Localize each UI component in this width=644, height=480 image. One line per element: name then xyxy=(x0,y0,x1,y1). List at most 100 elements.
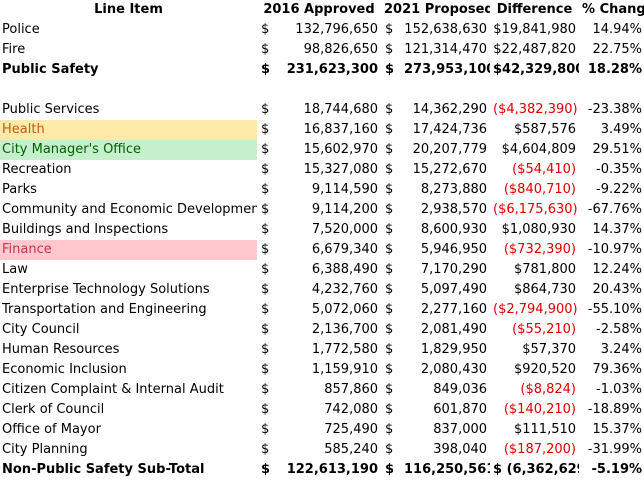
difference-cell[interactable]: ($2,794,900) xyxy=(493,302,578,317)
difference-cell[interactable]: $920,520 xyxy=(513,362,577,377)
proposed-2021-cell[interactable]: 15,272,670 xyxy=(412,162,488,177)
approved-2016-cell[interactable]: 122,613,190 xyxy=(286,462,379,477)
pct-change-cell[interactable]: -55.10% xyxy=(587,302,643,317)
currency-symbol-cell[interactable]: $ xyxy=(261,302,270,317)
approved-2016-cell[interactable]: 857,860 xyxy=(324,382,379,397)
proposed-2021-cell[interactable]: 2,277,160 xyxy=(420,302,488,317)
approved-2016-cell[interactable]: 585,240 xyxy=(324,442,379,457)
approved-2016-cell[interactable]: 6,679,340 xyxy=(311,242,379,257)
pct-change-cell[interactable]: -18.89% xyxy=(587,402,643,417)
line-item-cell[interactable]: Transportation and Engineering xyxy=(2,302,207,317)
empty-cell[interactable] xyxy=(579,80,644,100)
currency-symbol-cell[interactable]: $ xyxy=(261,162,270,177)
approved-2016-cell[interactable]: 725,490 xyxy=(324,422,379,437)
difference-cell[interactable]: ($55,210) xyxy=(512,322,577,337)
line-item-cell[interactable]: Health xyxy=(0,120,257,140)
line-item-cell[interactable]: Office of Mayor xyxy=(2,422,101,437)
currency-symbol-cell[interactable]: $ xyxy=(385,362,394,377)
line-item-cell[interactable]: City Planning xyxy=(2,442,88,457)
proposed-2021-cell[interactable]: 273,953,100 xyxy=(404,62,491,77)
line-item-cell[interactable]: City Council xyxy=(2,322,80,337)
empty-cell[interactable] xyxy=(490,80,579,100)
approved-2016-cell[interactable]: 231,623,300 xyxy=(286,62,379,77)
currency-symbol-cell[interactable]: $ xyxy=(385,322,394,337)
line-item-cell[interactable]: Finance xyxy=(0,240,257,260)
currency-symbol-cell[interactable]: $ xyxy=(261,242,270,257)
header-difference[interactable]: Difference xyxy=(496,2,573,17)
currency-symbol-cell[interactable]: $ xyxy=(261,462,271,477)
difference-cell[interactable]: $57,370 xyxy=(522,342,577,357)
difference-cell[interactable]: $781,800 xyxy=(513,262,577,277)
approved-2016-cell[interactable]: 132,796,650 xyxy=(295,22,379,37)
pct-change-cell[interactable]: -9.22% xyxy=(596,182,643,197)
currency-symbol-cell[interactable]: $ xyxy=(385,122,394,137)
currency-symbol-cell[interactable]: $ xyxy=(261,62,271,77)
currency-symbol-cell[interactable]: $ xyxy=(385,422,394,437)
line-item-cell[interactable]: Fire xyxy=(2,42,26,57)
line-item-cell[interactable]: Economic Inclusion xyxy=(2,362,127,377)
proposed-2021-cell[interactable]: 17,424,736 xyxy=(412,122,488,137)
currency-symbol-cell[interactable]: $ xyxy=(385,342,394,357)
pct-change-cell[interactable]: 14.94% xyxy=(592,22,643,37)
currency-symbol-cell[interactable]: $ xyxy=(261,382,270,397)
currency-symbol-cell[interactable]: $ xyxy=(261,362,270,377)
line-item-cell[interactable]: City Manager's Office xyxy=(0,140,257,160)
proposed-2021-cell[interactable]: 5,097,490 xyxy=(420,282,488,297)
approved-2016-cell[interactable]: 9,114,200 xyxy=(311,202,379,217)
proposed-2021-cell[interactable]: 2,938,570 xyxy=(420,202,488,217)
currency-symbol-cell[interactable]: $ xyxy=(261,262,270,277)
currency-symbol-cell[interactable]: $ xyxy=(385,222,394,237)
currency-symbol-cell[interactable]: $ xyxy=(385,202,394,217)
difference-cell[interactable]: ($840,710) xyxy=(503,182,577,197)
header-line-item[interactable]: Line Item xyxy=(94,2,163,17)
proposed-2021-cell[interactable]: 1,829,950 xyxy=(420,342,488,357)
pct-change-cell[interactable]: 18.28% xyxy=(587,62,643,77)
proposed-2021-cell[interactable]: 5,946,950 xyxy=(420,242,488,257)
approved-2016-cell[interactable]: 4,232,760 xyxy=(311,282,379,297)
pct-change-cell[interactable]: -23.38% xyxy=(587,102,643,117)
approved-2016-cell[interactable]: 9,114,590 xyxy=(311,182,379,197)
difference-cell[interactable]: ($54,410) xyxy=(512,162,577,177)
currency-symbol-cell[interactable]: $ xyxy=(261,142,270,157)
currency-symbol-cell[interactable]: $ xyxy=(261,22,270,37)
difference-cell[interactable]: ($6,175,630) xyxy=(493,202,578,217)
proposed-2021-cell[interactable]: 2,080,430 xyxy=(420,362,488,377)
difference-cell[interactable]: $19,841,980 xyxy=(493,22,577,37)
proposed-2021-cell[interactable]: 8,273,880 xyxy=(420,182,488,197)
approved-2016-cell[interactable]: 15,602,970 xyxy=(303,142,379,157)
line-item-cell[interactable]: Human Resources xyxy=(2,342,120,357)
pct-change-cell[interactable]: 20.43% xyxy=(592,282,643,297)
pct-change-cell[interactable]: -10.97% xyxy=(587,242,643,257)
proposed-2021-cell[interactable]: 152,638,630 xyxy=(404,22,488,37)
difference-cell[interactable]: ($732,390) xyxy=(503,242,577,257)
pct-change-cell[interactable]: -0.35% xyxy=(596,162,643,177)
line-item-cell[interactable]: Community and Economic Development xyxy=(2,202,257,217)
approved-2016-cell[interactable]: 742,080 xyxy=(324,402,379,417)
pct-change-cell[interactable]: 22.75% xyxy=(592,42,643,57)
approved-2016-cell[interactable]: 6,388,490 xyxy=(311,262,379,277)
line-item-cell[interactable]: Enterprise Technology Solutions xyxy=(2,282,210,297)
pct-change-cell[interactable]: -5.19% xyxy=(591,462,643,477)
line-item-cell[interactable]: Public Services xyxy=(2,102,100,117)
currency-symbol-cell[interactable]: $ xyxy=(261,182,270,197)
difference-cell[interactable]: ($4,382,390) xyxy=(493,102,578,117)
proposed-2021-cell[interactable]: 7,170,290 xyxy=(420,262,488,277)
line-item-cell[interactable]: Law xyxy=(2,262,28,277)
currency-symbol-cell[interactable]: $ xyxy=(385,42,394,57)
proposed-2021-cell[interactable]: 116,250,561 xyxy=(404,462,491,477)
pct-change-cell[interactable]: -1.03% xyxy=(596,382,643,397)
currency-symbol-cell[interactable]: $ xyxy=(385,62,395,77)
difference-cell[interactable]: ($8,824) xyxy=(520,382,577,397)
line-item-cell[interactable]: Clerk of Council xyxy=(2,402,105,417)
header-pct-change[interactable]: % Change xyxy=(582,2,644,17)
approved-2016-cell[interactable]: 7,520,000 xyxy=(311,222,379,237)
currency-symbol-cell[interactable]: $ xyxy=(385,462,395,477)
currency-symbol-cell[interactable]: $ xyxy=(261,422,270,437)
difference-cell[interactable]: ($140,210) xyxy=(503,402,577,417)
empty-cell[interactable] xyxy=(257,80,277,100)
pct-change-cell[interactable]: 3.24% xyxy=(600,342,643,357)
approved-2016-cell[interactable]: 15,327,080 xyxy=(303,162,379,177)
currency-symbol-cell[interactable]: $ xyxy=(261,322,270,337)
header-2021-proposed[interactable]: 2021 Proposed xyxy=(384,2,491,17)
line-item-cell[interactable]: Parks xyxy=(2,182,37,197)
